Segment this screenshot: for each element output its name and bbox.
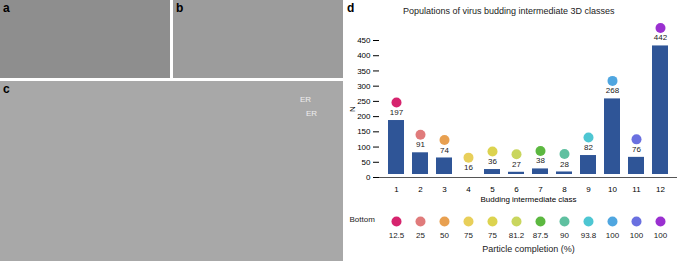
svg-text:Bottom: Bottom (350, 215, 376, 224)
svg-text:75: 75 (464, 231, 473, 240)
svg-text:16: 16 (464, 163, 473, 172)
svg-text:25: 25 (416, 231, 425, 240)
svg-text:82: 82 (584, 143, 593, 152)
svg-text:100: 100 (654, 231, 668, 240)
html-text:Populations of virus budding i: Populations of virus budding intermediat… (403, 6, 615, 16)
svg-text:90: 90 (560, 231, 569, 240)
svg-text:87.5: 87.5 (533, 231, 549, 240)
svg-text:38: 38 (536, 156, 545, 165)
svg-text:400: 400 (357, 51, 371, 60)
svg-text:10: 10 (608, 185, 617, 194)
svg-text:N: N (348, 106, 357, 112)
html-text:d: d (347, 1, 355, 15)
svg-text:4: 4 (466, 185, 471, 194)
svg-text:0: 0 (366, 173, 371, 182)
svg-text:268: 268 (606, 86, 620, 95)
svg-text:11: 11 (632, 185, 641, 194)
svg-text:12.5: 12.5 (389, 231, 405, 240)
svg-text:2: 2 (418, 185, 423, 194)
svg-text:81.2: 81.2 (509, 231, 525, 240)
html-text:ER: ER (306, 109, 318, 118)
svg-text:100: 100 (357, 143, 371, 152)
html-text:b: b (176, 1, 184, 15)
svg-text:200: 200 (357, 112, 371, 121)
svg-text:76: 76 (632, 145, 641, 154)
html-text:c: c (3, 82, 10, 96)
svg-text:5: 5 (490, 185, 495, 194)
svg-text:8: 8 (562, 185, 567, 194)
svg-text:93.8: 93.8 (581, 231, 597, 240)
svg-text:Particle completion (%): Particle completion (%) (482, 244, 575, 254)
svg-text:450: 450 (357, 36, 371, 45)
svg-text:7: 7 (538, 185, 543, 194)
svg-text:27: 27 (512, 160, 521, 169)
svg-text:50: 50 (440, 231, 449, 240)
svg-text:3: 3 (442, 185, 447, 194)
svg-text:100: 100 (606, 231, 620, 240)
html-text:a: a (3, 1, 10, 15)
svg-text:74: 74 (440, 146, 449, 155)
svg-text:28: 28 (560, 160, 569, 169)
svg-text:1: 1 (394, 185, 399, 194)
svg-text:50: 50 (362, 158, 371, 167)
svg-text:36: 36 (488, 157, 497, 166)
svg-text:6: 6 (514, 185, 519, 194)
svg-text:100: 100 (630, 231, 644, 240)
svg-text:442: 442 (654, 33, 668, 42)
svg-text:150: 150 (357, 127, 371, 136)
svg-text:12: 12 (656, 185, 665, 194)
svg-text:9: 9 (586, 185, 591, 194)
svg-text:91: 91 (416, 140, 425, 149)
svg-text:75: 75 (488, 231, 497, 240)
html-text:ER: ER (300, 95, 312, 104)
svg-text:197: 197 (390, 108, 404, 117)
svg-text:250: 250 (357, 97, 371, 106)
svg-text:300: 300 (357, 82, 371, 91)
svg-text:350: 350 (357, 67, 371, 76)
svg-text:Budding intermediate class: Budding intermediate class (480, 195, 576, 204)
